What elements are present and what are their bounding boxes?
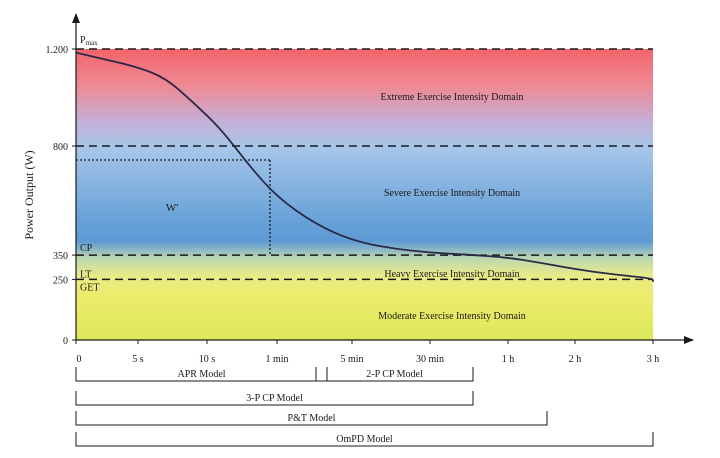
x-tick-label-0: 0 (77, 354, 82, 365)
x-tick-label-5: 30 min (416, 354, 444, 365)
w-prime-area: W' (76, 159, 271, 256)
pmax-label: Pmax (80, 35, 98, 47)
model-bracket-4 (75, 432, 654, 447)
power-duration-curve (75, 51, 654, 283)
y-tick-label-250: 250 (53, 275, 68, 286)
x-tick-label-3: 1 min (265, 354, 288, 365)
y-ticks: 0 250 350 800 1.200 (46, 45, 76, 347)
domain-label-severe: Severe Exercise Intensity Domain (384, 188, 520, 199)
x-tick-label-7: 2 h (569, 354, 582, 365)
model-label-4: OmPD Model (336, 434, 393, 445)
model-bracket-2 (75, 391, 474, 406)
domain-label-moderate: Moderate Exercise Intensity Domain (378, 311, 525, 322)
x-tick-label-1: 5 s (132, 354, 144, 365)
y-tick-label-800: 800 (53, 142, 68, 153)
y-tick-label-1200: 1.200 (46, 45, 69, 56)
domain-label-heavy: Heavy Exercise Intensity Domain (384, 269, 519, 280)
x-tick-label-2: 10 s (199, 354, 216, 365)
model-label-1: 2-P CP Model (366, 369, 423, 380)
y-tick-label-350: 350 (53, 251, 68, 262)
x-tick-label-4: 5 min (340, 354, 363, 365)
domain-label-extreme: Extreme Exercise Intensity Domain (380, 92, 523, 103)
x-tick-label-8: 3 h (647, 354, 660, 365)
power-curve-layer (75, 51, 654, 283)
y-annotations: Pmax CP LT GET (80, 35, 99, 293)
model-bracket-0 (75, 367, 328, 382)
x-ticks: 0 5 s 10 s 1 min 5 min 30 min 1 h 2 h 3 h (75, 340, 660, 365)
y-axis-label: Power Output (W) (22, 150, 36, 239)
model-label-2: 3-P CP Model (246, 393, 303, 404)
cp-label: CP (80, 243, 93, 254)
model-label-0: APR Model (177, 369, 225, 380)
model-bracket-3 (75, 411, 548, 426)
w-prime-label: W' (166, 202, 178, 214)
lt-label: LT (80, 269, 91, 280)
model-brackets: APR Model 2-P CP Model 3-P CP Model P&T Mod… (75, 367, 654, 447)
get-label: GET (80, 282, 99, 293)
x-tick-label-6: 1 h (502, 354, 515, 365)
threshold-lines (76, 48, 653, 281)
model-bracket-1 (315, 367, 474, 382)
plot-background (76, 49, 653, 340)
domain-labels: Extreme Exercise Intensity Domain Severe … (378, 92, 525, 322)
model-label-3: P&T Model (288, 413, 336, 424)
y-tick-label-0: 0 (63, 336, 68, 347)
